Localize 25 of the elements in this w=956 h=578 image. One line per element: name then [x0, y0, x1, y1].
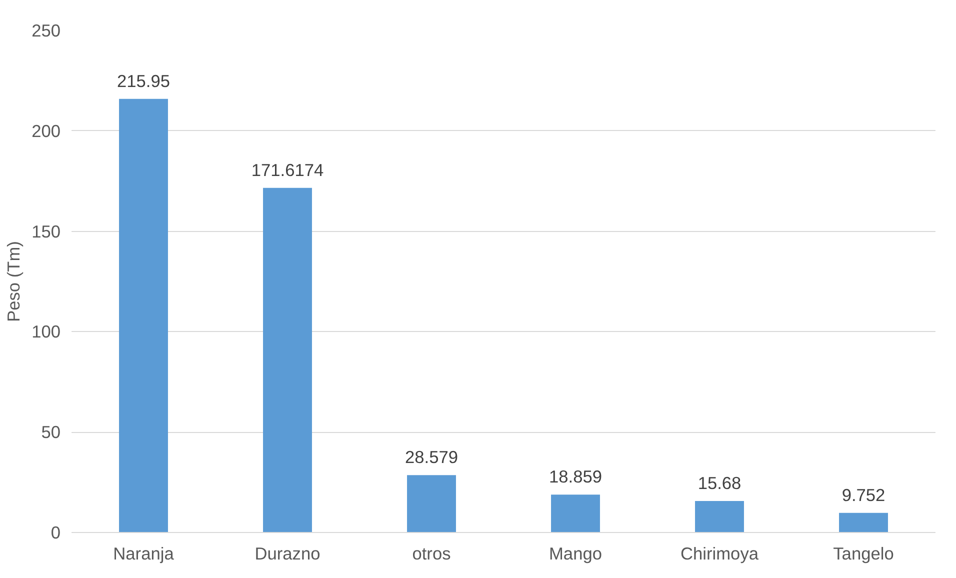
bar — [839, 512, 888, 532]
bar — [695, 501, 744, 532]
y-tick-label: 250 — [32, 20, 61, 40]
data-label: 171.6174 — [251, 160, 324, 180]
x-tick-label: Tangelo — [833, 544, 894, 564]
y-tick-label: 150 — [32, 221, 61, 242]
y-tick-label: 100 — [32, 322, 61, 342]
data-label: 215.95 — [117, 70, 170, 91]
y-tick-label: 0 — [50, 522, 61, 542]
data-label: 18.859 — [549, 466, 602, 487]
x-tick-label: Mango — [549, 544, 602, 564]
data-label: 28.579 — [405, 447, 458, 468]
data-label: 9.752 — [842, 484, 886, 505]
y-axis-title: Peso (Tm) — [4, 241, 24, 322]
y-tick-label: 50 — [41, 422, 61, 442]
y-tick-label: 200 — [32, 120, 61, 141]
bar — [263, 188, 312, 532]
x-tick-label: Chirimoya — [680, 544, 759, 564]
bar — [119, 98, 168, 532]
x-tick-label: Durazno — [254, 544, 320, 564]
data-label: 15.68 — [698, 473, 742, 494]
bar — [551, 494, 600, 532]
x-tick-label: Naranja — [113, 544, 174, 564]
bar — [407, 475, 456, 532]
x-tick-label: otros — [412, 544, 452, 564]
